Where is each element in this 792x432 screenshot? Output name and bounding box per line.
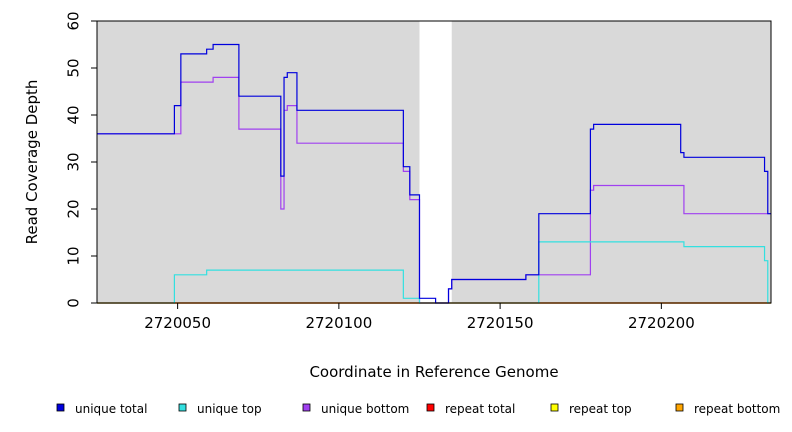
series-line-unique-total (97, 43, 771, 304)
x-tick-label: 2720150 (467, 314, 534, 332)
y-axis-title: Read Coverage Depth (23, 80, 41, 245)
x-tick-label: 2720050 (144, 314, 211, 332)
y-tick-label: 60 (65, 11, 83, 30)
x-axis-title: Coordinate in Reference Genome (309, 363, 558, 381)
y-tick-label: 10 (65, 246, 83, 265)
legend-swatch (675, 403, 684, 412)
y-tick-label: 0 (65, 298, 83, 308)
x-tick-label: 2720200 (628, 314, 695, 332)
y-tick-label: 40 (65, 105, 83, 124)
legend: unique total unique top unique bottom repea… (56, 402, 780, 416)
legend-swatch (426, 403, 435, 412)
y-tick-label: 20 (65, 199, 83, 218)
legend-swatch (550, 403, 559, 412)
x-tick-label: 2720100 (305, 314, 372, 332)
y-axis: 0 10 20 30 40 50 60 (65, 11, 97, 308)
legend-swatch (178, 403, 187, 412)
legend-label: unique bottom (321, 402, 409, 416)
y-tick-label: 30 (65, 152, 83, 171)
gap-region (419, 21, 452, 303)
legend-swatch (302, 403, 311, 412)
legend-label: repeat total (445, 402, 515, 416)
gap-regions (419, 21, 452, 303)
legend-label: repeat top (569, 402, 632, 416)
legend-label: unique total (75, 402, 147, 416)
legend-label: unique top (197, 402, 262, 416)
x-axis: 2720050 2720100 2720150 2720200 (144, 303, 695, 332)
series-line-unique-bottom (97, 76, 771, 304)
y-tick-label: 50 (65, 58, 83, 77)
legend-label: repeat bottom (694, 402, 780, 416)
legend-swatch (56, 403, 65, 412)
